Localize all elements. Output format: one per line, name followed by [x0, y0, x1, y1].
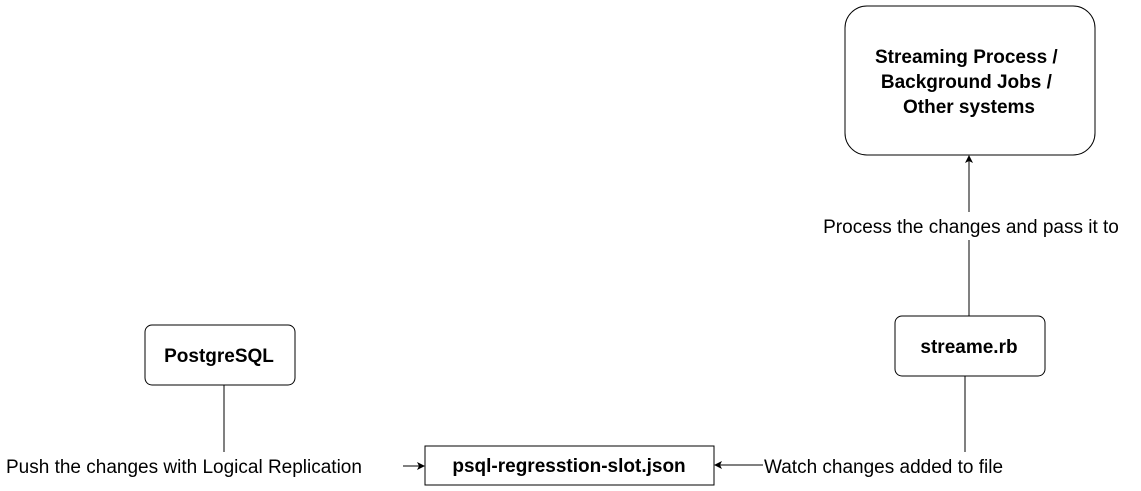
node-slot-file[interactable]: psql-regresstion-slot.json	[424, 445, 715, 486]
edge-process-label: Process the changes and pass it to	[823, 217, 1119, 238]
node-streaming-process[interactable]: Streaming Process / Background Jobs / Ot…	[844, 5, 1096, 156]
edge-push-label: Push the changes with Logical Replicatio…	[6, 457, 362, 478]
node-streaming-process-label: Streaming Process / Background Jobs / Ot…	[875, 47, 1063, 118]
node-slot-file-label: psql-regresstion-slot.json	[452, 456, 685, 477]
edge-watch: Watch changes added to file	[714, 376, 1003, 478]
edge-push: Push the changes with Logical Replicatio…	[6, 385, 425, 478]
node-postgresql-box	[144, 324, 296, 386]
node-streaming-process-line-3: Other systems	[903, 97, 1035, 118]
node-postgresql-label: PostgreSQL	[164, 346, 274, 367]
edge-watch-label: Watch changes added to file	[764, 457, 1003, 478]
node-streamer-label: streame.rb	[920, 337, 1017, 358]
node-streaming-process-line-1: Streaming Process /	[875, 47, 1058, 68]
node-streamer[interactable]: streame.rb	[894, 315, 1046, 377]
node-postgresql[interactable]: PostgreSQL	[144, 324, 296, 386]
edge-process: Process the changes and pass it to	[823, 155, 1119, 316]
node-streamer-box	[894, 315, 1046, 377]
node-streaming-process-line-2: Background Jobs /	[881, 72, 1053, 93]
